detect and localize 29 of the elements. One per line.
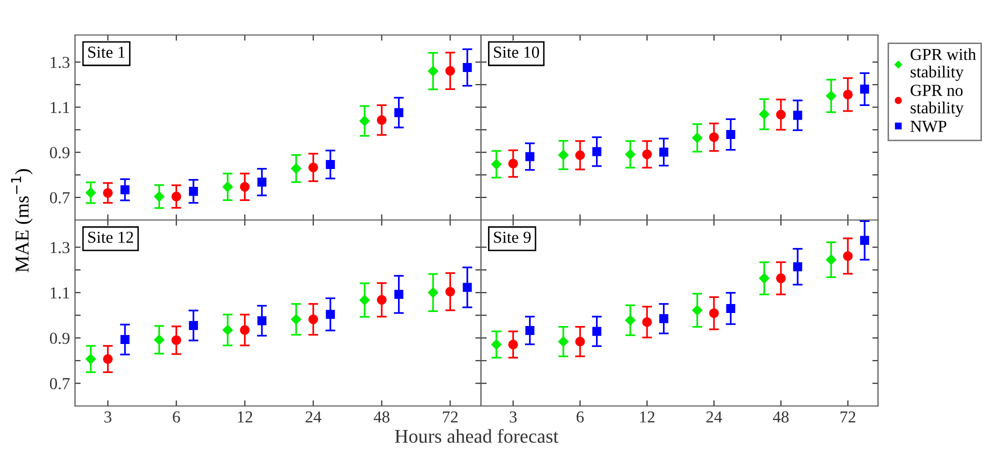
x-tick-label: 3 xyxy=(104,411,112,423)
y-tick-label: 1.1 xyxy=(50,102,70,114)
y-tick-label: 0.7 xyxy=(50,378,70,390)
x-tick-label: 48 xyxy=(374,411,390,423)
x-tick-label: 72 xyxy=(840,411,856,422)
legend-label: NWP xyxy=(910,120,946,132)
legend-label: GPR with stability xyxy=(910,48,976,81)
x-axis-title: Hours ahead forecast xyxy=(394,428,558,443)
x-tick-label: 72 xyxy=(442,411,458,422)
y-tick-label: 0.7 xyxy=(50,192,70,204)
x-tick-label: 12 xyxy=(640,411,654,422)
x-tick-label: 24 xyxy=(306,411,322,422)
x-tick-label: 48 xyxy=(772,411,789,423)
x-tick-label: 6 xyxy=(576,411,584,423)
y-tick-label: 0.9 xyxy=(50,147,70,158)
x-tick-label: 24 xyxy=(706,411,722,422)
y-axis-title: MAE (ms$^{−1}$) xyxy=(11,169,33,272)
x-tick-label: 6 xyxy=(172,411,180,423)
y-tick-label: 1.3 xyxy=(50,242,70,254)
x-tick-label: 3 xyxy=(510,411,517,423)
text: Site 1 xyxy=(88,46,125,58)
text: Site 10 xyxy=(494,46,540,58)
text: Site 12 xyxy=(88,232,134,243)
x-tick-label: 12 xyxy=(238,411,252,422)
text: Site 9 xyxy=(494,232,531,243)
legend-label: GPR no stability xyxy=(910,84,964,117)
y-tick-label: 1.1 xyxy=(50,287,70,299)
y-tick-label: 0.9 xyxy=(50,332,70,344)
y-tick-label: 1.3 xyxy=(50,56,70,68)
